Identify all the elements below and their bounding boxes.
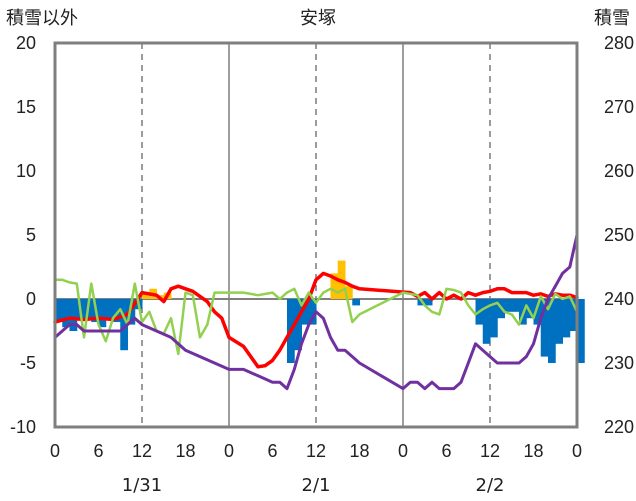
x-tick-label: 12 (306, 441, 326, 461)
x-tick-label: 6 (93, 441, 103, 461)
right-axis-ticks: 280 270 260 250 240 230 220 (604, 33, 634, 437)
line-series (53, 233, 579, 391)
grid (55, 43, 577, 427)
bar-40 (577, 299, 585, 363)
right-tick-label: 260 (604, 161, 634, 181)
series-snow-depth (53, 233, 579, 391)
x-tick-label: 0 (224, 441, 234, 461)
x-tick-label: 6 (441, 441, 451, 461)
bar-0 (55, 299, 63, 323)
x-tick-label: 12 (132, 441, 152, 461)
bar-34 (533, 299, 542, 325)
plot-frame (53, 41, 579, 429)
bar-27 (482, 299, 491, 344)
date-label: 1/31 (122, 475, 162, 496)
bar-39 (569, 299, 578, 331)
left-tick-label: -5 (20, 353, 36, 373)
right-axis-title: 積雪 (594, 8, 630, 29)
bar-8 (113, 299, 121, 323)
bar-38 (562, 299, 571, 338)
bar-17 (294, 299, 302, 351)
x-tick-label: 6 (267, 441, 277, 461)
x-tick-label: 0 (398, 441, 408, 461)
x-tick-label: 18 (349, 441, 369, 461)
left-tick-label: -10 (10, 417, 36, 437)
date-label: 2/1 (302, 475, 331, 496)
bar-10 (127, 299, 136, 325)
left-tick-label: 0 (26, 289, 36, 309)
bar-1 (62, 299, 70, 328)
date-labels: 1/31 2/1 2/2 (122, 475, 505, 496)
bar-9 (120, 299, 128, 351)
bar-6 (98, 299, 107, 328)
series-green-series (53, 278, 579, 356)
series-temperature (53, 271, 579, 369)
bar-18 (301, 299, 310, 325)
right-tick-label: 280 (604, 33, 634, 53)
x-tick-label: 0 (50, 441, 60, 461)
bar-37 (555, 299, 563, 344)
bar-20 (330, 273, 339, 299)
bar-33 (526, 299, 534, 319)
x-axis-ticks: 0 6 12 18 0 6 12 18 0 6 12 18 0 (50, 441, 582, 461)
right-tick-label: 270 (604, 97, 634, 117)
left-tick-label: 10 (16, 161, 36, 181)
bar-28 (490, 299, 498, 338)
left-tick-label: 5 (26, 225, 36, 245)
bar-2 (69, 299, 78, 331)
right-tick-label: 240 (604, 289, 634, 309)
bar-30 (504, 299, 513, 312)
right-tick-label: 220 (604, 417, 634, 437)
bar-22 (345, 286, 353, 299)
left-tick-label: 20 (16, 33, 36, 53)
bar-31 (511, 299, 520, 312)
left-axis-title: 積雪以外 (6, 8, 78, 29)
bar-25 (424, 299, 433, 306)
x-tick-label: 12 (480, 441, 500, 461)
bar-36 (548, 299, 556, 363)
x-tick-label: 18 (175, 441, 195, 461)
date-label: 2/2 (476, 475, 505, 496)
right-tick-label: 230 (604, 353, 634, 373)
left-axis-ticks: 20 15 10 5 0 -5 -10 (10, 33, 36, 437)
bar-19 (308, 299, 317, 325)
bar-7 (105, 299, 114, 319)
right-tick-label: 250 (604, 225, 634, 245)
x-tick-label: 0 (572, 441, 582, 461)
bar-35 (540, 299, 549, 357)
bar-23 (352, 299, 360, 306)
left-tick-label: 15 (16, 97, 36, 117)
x-tick-label: 18 (523, 441, 543, 461)
bar-12 (142, 292, 150, 299)
chart-title: 安塚 (300, 8, 336, 29)
